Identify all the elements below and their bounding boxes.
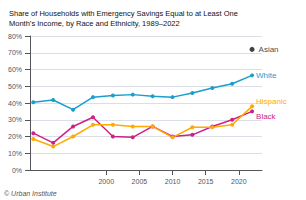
svg-text:Share of Households with Emerg: Share of Households with Emergency Savin… [9,9,238,18]
svg-text:2005: 2005 [132,178,148,185]
svg-text:2020: 2020 [231,178,247,185]
svg-text:Black: Black [256,112,277,121]
svg-text:0%: 0% [12,167,22,174]
svg-text:50%: 50% [8,83,22,90]
svg-text:White: White [256,71,277,80]
svg-text:20%: 20% [8,133,22,140]
svg-text:Asian: Asian [259,45,279,54]
svg-text:Month’s Income, by Race and Et: Month’s Income, by Race and Ethnicity, 1… [9,19,180,28]
svg-text:80%: 80% [8,33,22,40]
svg-text:10%: 10% [8,150,22,157]
svg-text:70%: 70% [8,49,22,56]
svg-text:© Urban Institute: © Urban Institute [4,190,57,197]
svg-text:Hispanic: Hispanic [256,97,287,106]
svg-text:2000: 2000 [98,178,114,185]
svg-text:2015: 2015 [198,178,214,185]
svg-text:60%: 60% [8,66,22,73]
svg-text:30%: 30% [8,116,22,123]
svg-text:40%: 40% [8,100,22,107]
svg-text:2010: 2010 [165,178,181,185]
